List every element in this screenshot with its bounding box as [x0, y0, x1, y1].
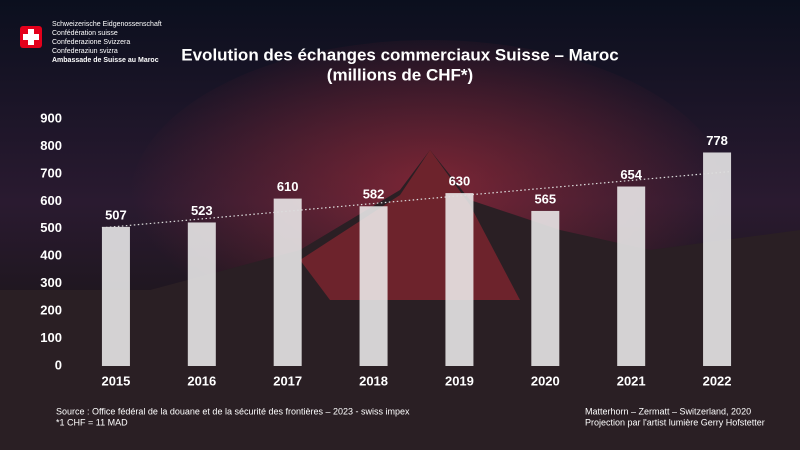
y-tick-label: 300	[40, 275, 62, 290]
embassy: Ambassade de Suisse au Maroc	[52, 57, 159, 64]
value-label: 582	[363, 187, 385, 202]
value-label: 630	[449, 174, 471, 189]
y-tick-label: 200	[40, 303, 62, 318]
bar	[445, 193, 474, 366]
value-label: 654	[620, 167, 642, 182]
credits: Matterhorn – Zermatt – Switzerland, 2020	[585, 406, 751, 416]
swiss-cross	[23, 29, 39, 45]
credits: Projection par l'artist lumière Gerry Ho…	[585, 417, 765, 427]
y-tick-label: 900	[40, 110, 62, 125]
x-tick-label: 2022	[703, 373, 732, 388]
value-label: 778	[706, 133, 728, 148]
y-tick-label: 100	[40, 330, 62, 345]
header-line: Confederaziun svizra	[52, 48, 118, 55]
x-tick-label: 2021	[617, 373, 646, 388]
source: Source : Office fédéral de la douane et …	[56, 406, 410, 416]
chart-subtitle: (millions de CHF*)	[327, 65, 473, 84]
bar	[617, 186, 646, 366]
x-tick-label: 2016	[187, 373, 216, 388]
x-tick-label: 2017	[273, 373, 302, 388]
bar	[187, 222, 216, 366]
chart-title: Evolution des échanges commerciaux Suiss…	[181, 45, 618, 64]
bar	[531, 210, 560, 366]
header-line: Schweizerische Eidgenossenschaft	[52, 21, 162, 28]
header-line: Confederazione Svizzera	[52, 39, 130, 46]
x-tick-label: 2020	[531, 373, 560, 388]
value-label: 523	[191, 203, 213, 218]
y-tick-label: 0	[55, 357, 62, 372]
x-tick-label: 2019	[445, 373, 474, 388]
y-tick-label: 600	[40, 193, 62, 208]
bar	[101, 226, 130, 366]
y-tick-label: 500	[40, 220, 62, 235]
bar	[273, 198, 302, 366]
y-tick-label: 800	[40, 138, 62, 153]
value-label: 565	[534, 191, 556, 206]
header-line: Confédération suisse	[52, 30, 118, 37]
bar	[359, 206, 388, 366]
note: *1 CHF = 11 MAD	[56, 417, 128, 427]
bar	[703, 152, 732, 366]
x-tick-label: 2015	[101, 373, 130, 388]
x-tick-label: 2018	[359, 373, 388, 388]
trend-line	[101, 170, 732, 229]
y-tick-label: 400	[40, 248, 62, 263]
value-label: 610	[277, 179, 299, 194]
y-tick-label: 700	[40, 165, 62, 180]
value-label: 507	[105, 207, 127, 222]
